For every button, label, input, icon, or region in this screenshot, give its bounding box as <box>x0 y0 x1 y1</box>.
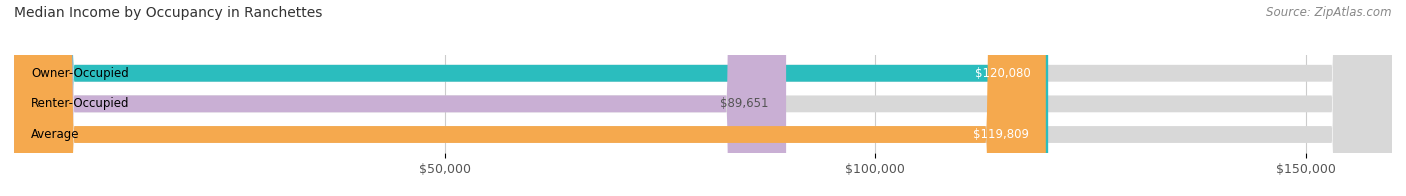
Text: Average: Average <box>31 128 80 141</box>
Text: $89,651: $89,651 <box>720 97 769 110</box>
FancyBboxPatch shape <box>14 0 1392 196</box>
Text: $120,080: $120,080 <box>976 67 1031 80</box>
FancyBboxPatch shape <box>14 0 1392 196</box>
Text: Owner-Occupied: Owner-Occupied <box>31 67 129 80</box>
Text: Median Income by Occupancy in Ranchettes: Median Income by Occupancy in Ranchettes <box>14 6 322 20</box>
FancyBboxPatch shape <box>14 0 1392 196</box>
FancyBboxPatch shape <box>14 0 1047 196</box>
Text: Source: ZipAtlas.com: Source: ZipAtlas.com <box>1267 6 1392 19</box>
FancyBboxPatch shape <box>14 0 786 196</box>
Text: Renter-Occupied: Renter-Occupied <box>31 97 129 110</box>
Text: $119,809: $119,809 <box>973 128 1029 141</box>
FancyBboxPatch shape <box>14 0 1046 196</box>
